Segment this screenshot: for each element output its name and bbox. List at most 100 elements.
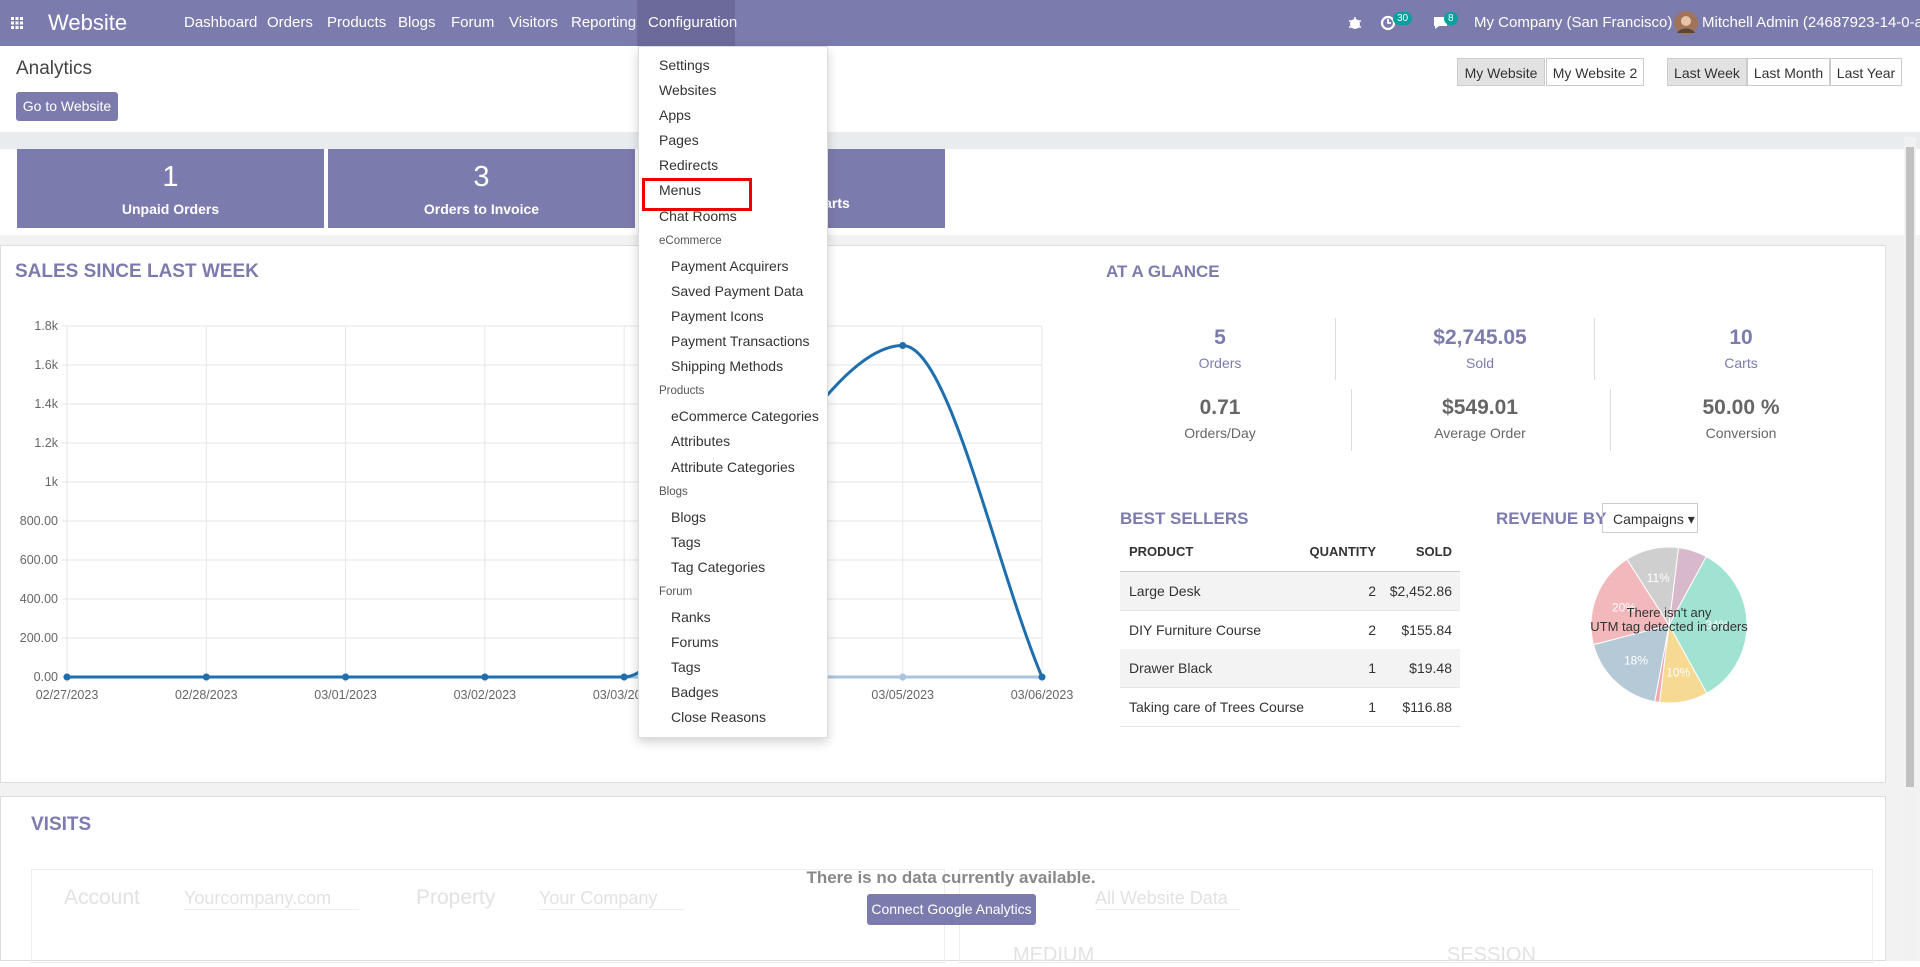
chat-icon[interactable] — [1432, 15, 1450, 31]
stat-label: Sold — [1465, 355, 1495, 371]
menu-item[interactable]: Apps — [659, 107, 691, 124]
menu-subitem[interactable]: Payment Transactions — [671, 333, 810, 350]
kpi-box[interactable]: 3 Orders to Invoice — [328, 149, 635, 228]
line — [67, 343, 1044, 679]
y-tick-label: 400.00 — [20, 592, 58, 606]
point — [342, 673, 350, 681]
view-select: All Website Data — [1095, 888, 1240, 910]
nav-item[interactable]: Forum — [451, 14, 495, 31]
table-header-rule — [1120, 571, 1460, 572]
message-badge: 8 — [1444, 12, 1458, 25]
configuration-dropdown: Settings Websites Apps Pages Redirects Menus C… — [638, 46, 828, 738]
stat-value: $2,745.05 — [1433, 326, 1527, 349]
menu-subitem[interactable]: Blogs — [671, 508, 707, 525]
separator-band — [0, 132, 1920, 149]
menu-item[interactable]: Chat Rooms — [659, 207, 737, 224]
y-tick-label: 800.00 — [20, 514, 58, 528]
y-tick-label: 1.2k — [34, 436, 58, 450]
table-cell: 1 — [1368, 660, 1376, 676]
nav-item[interactable]: Products — [327, 14, 387, 31]
menu-subitem[interactable]: Tags — [671, 533, 701, 550]
period-button[interactable]: Last Week — [1667, 58, 1747, 86]
stat-label: Orders/Day — [1184, 425, 1256, 441]
period-button[interactable]: Last Year — [1830, 58, 1902, 86]
table-row — [1120, 687, 1460, 727]
menu-subitem[interactable]: Attributes — [671, 433, 731, 450]
menu-item[interactable]: Menus — [659, 182, 702, 199]
nav-item[interactable]: Configuration — [648, 14, 738, 31]
scroll-thumb[interactable] — [1906, 147, 1914, 787]
menu-subitem[interactable]: Payment Acquirers — [671, 257, 789, 274]
no-data-message: There is no data currently available. — [806, 868, 1096, 887]
menu-item[interactable]: Websites — [659, 82, 717, 99]
stat-label: Carts — [1724, 355, 1758, 371]
menu-subitem[interactable]: Attribute Categories — [671, 458, 795, 475]
pie-label: 34% — [1705, 618, 1729, 632]
menu-subitem[interactable]: Tags — [671, 659, 701, 676]
kpi-label: Orders to Invoice — [423, 201, 540, 217]
stat-value: 50.00 % — [1702, 396, 1780, 419]
column-header: PRODUCT — [1129, 544, 1194, 559]
stat-value: 5 — [1214, 326, 1226, 349]
column-header: SOLD — [1415, 544, 1452, 559]
kpi-box[interactable]: 1 Unpaid Orders — [17, 149, 324, 228]
account-label: Account — [64, 886, 140, 909]
page-title: Analytics — [16, 58, 93, 79]
activity-badge: 30 — [1393, 12, 1413, 25]
campaign-dropdown[interactable]: Campaigns ▾ — [1602, 503, 1698, 533]
table-cell: Drawer Black — [1129, 660, 1213, 676]
menu-subitem[interactable]: Shipping Methods — [671, 358, 784, 375]
apps-icon[interactable] — [11, 17, 23, 29]
active-menu-bg — [637, 0, 735, 46]
nav-item[interactable]: Orders — [267, 14, 313, 31]
x-tick-label: 02/27/2023 — [36, 688, 99, 702]
menu-subitem[interactable]: eCommerce Categories — [671, 408, 819, 425]
menu-subitem[interactable]: Tag Categories — [671, 558, 766, 575]
go-to-website-button[interactable]: Go to Website — [16, 92, 118, 121]
debug-icon[interactable] — [1347, 15, 1363, 31]
y-tick-label: 0.00 — [34, 670, 58, 684]
highlight-box — [642, 178, 752, 211]
period-button[interactable]: Last Month — [1747, 58, 1830, 86]
menu-subitem[interactable]: Badges — [671, 684, 719, 701]
property-label: Property — [416, 886, 496, 909]
campaign-dropdown-label: Campaigns — [1613, 511, 1684, 527]
connect-analytics-button[interactable]: Connect Google Analytics — [867, 894, 1036, 925]
pie-slice — [1668, 555, 1748, 694]
website-button[interactable]: My Website — [1457, 58, 1545, 86]
menu-subitem[interactable]: Forums — [671, 634, 719, 651]
menu-subitem[interactable]: Ranks — [671, 609, 711, 626]
menu-section: Blogs — [659, 485, 688, 498]
menu-subitem[interactable]: Payment Icons — [671, 307, 764, 324]
menu-subitem[interactable]: Saved Payment Data — [671, 282, 804, 299]
point — [899, 673, 907, 681]
point — [481, 673, 489, 681]
nav-item[interactable]: Visitors — [509, 14, 558, 31]
company-switcher[interactable]: My Company (San Francisco) — [1474, 14, 1673, 31]
stat-separator — [1351, 389, 1352, 451]
table-cell: $19.48 — [1409, 660, 1452, 676]
table-cell: DIY Furniture Course — [1129, 621, 1262, 638]
stat-separator — [1594, 318, 1595, 380]
pie-slice — [1626, 546, 1680, 627]
avatar[interactable] — [1674, 11, 1698, 35]
y-tick-label: 200.00 — [20, 631, 58, 645]
menu-item[interactable]: Redirects — [659, 157, 719, 174]
menu-item[interactable]: Pages — [659, 132, 699, 149]
app-name[interactable]: Website — [48, 10, 128, 35]
nav-item[interactable]: Blogs — [398, 14, 436, 31]
y-tick-label: 600.00 — [20, 553, 58, 567]
website-button[interactable]: My Website 2 — [1546, 58, 1644, 86]
point — [1038, 673, 1046, 681]
point — [202, 673, 210, 681]
kpi-value: 1 — [162, 161, 179, 193]
user-menu[interactable]: Mitchell Admin (24687923-14-0-all) — [1702, 14, 1920, 31]
stat-label: Orders — [1198, 355, 1242, 371]
menu-subitem[interactable]: Close Reasons — [671, 709, 766, 726]
visits-panel — [0, 796, 1886, 961]
menu-item[interactable]: Settings — [659, 57, 710, 73]
nav-item[interactable]: Dashboard — [184, 14, 258, 31]
property-select: Your Company — [539, 888, 684, 910]
nav-item[interactable]: Reporting — [571, 14, 637, 31]
